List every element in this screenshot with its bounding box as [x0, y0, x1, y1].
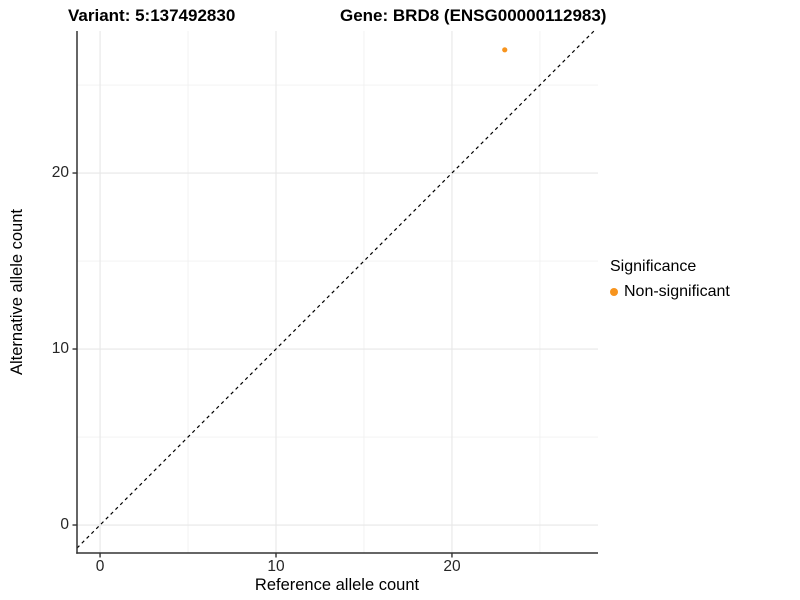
- y-tick-label: 0: [60, 516, 69, 534]
- legend-point-icon: [610, 287, 618, 296]
- y-tick-label: 20: [51, 164, 69, 182]
- legend: Significance Non-significant: [610, 257, 730, 301]
- identity-dashed-line: [76, 30, 595, 549]
- variant-title: Variant: 5:137492830: [68, 6, 236, 25]
- x-axis-title: Reference allele count: [254, 576, 420, 594]
- y-tick-label: 10: [51, 340, 69, 358]
- x-tick-label: 20: [443, 558, 461, 575]
- data-point: [502, 47, 508, 53]
- x-tick-label: 0: [95, 558, 105, 575]
- y-axis-title: Alternative allele count: [8, 209, 26, 376]
- legend-title: Significance: [610, 258, 697, 275]
- legend-entries: Non-significant: [610, 282, 730, 301]
- gene-title: Gene: BRD8 (ENSG00000112983): [340, 6, 607, 25]
- x-tick-label: 10: [267, 558, 285, 575]
- legend-entry-label: Non-significant: [624, 283, 730, 300]
- legend-entry: Non-significant: [610, 282, 730, 301]
